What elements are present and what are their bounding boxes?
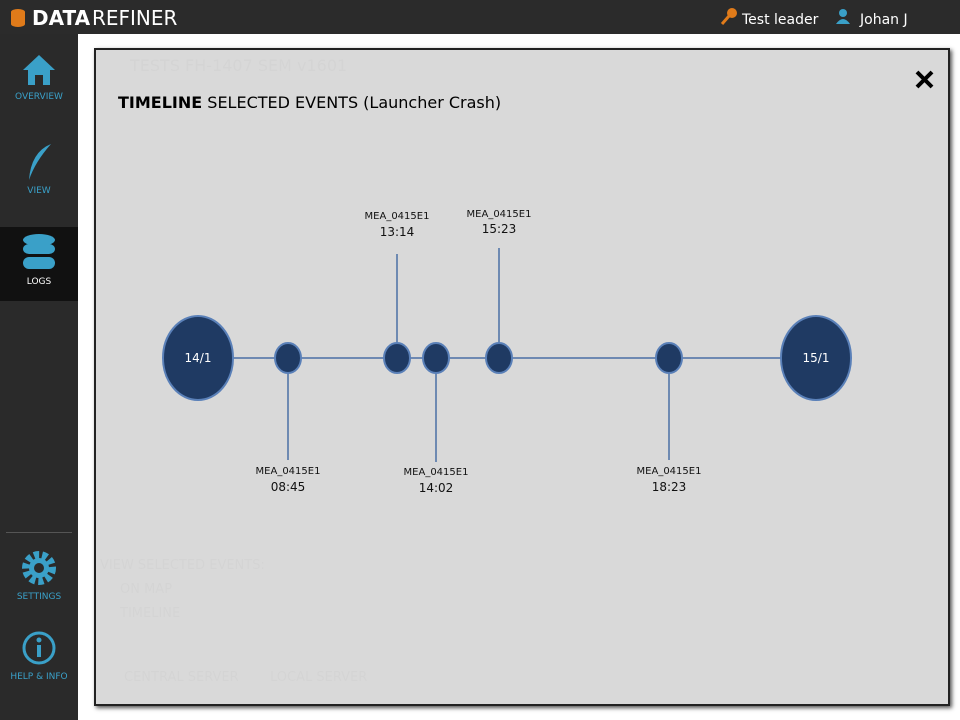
title-rest: SELECTED EVENTS (Launcher Crash)	[207, 93, 501, 112]
user[interactable]: Johan J	[859, 12, 908, 28]
end-label: 15/1	[803, 351, 830, 365]
event-time: 15:23	[482, 222, 517, 236]
event-node[interactable]	[383, 342, 411, 374]
nav-help[interactable]: HELP & INFO	[0, 628, 78, 682]
event-name: MEA_0415E1	[404, 467, 469, 478]
nav-label: HELP & INFO	[10, 672, 68, 682]
nav-overview[interactable]: OVERVIEW	[0, 52, 78, 102]
event-time: 13:14	[380, 225, 415, 239]
timeline: TIMELINE SELECTED EVENTS (Launcher Crash…	[118, 70, 934, 495]
event-time: 18:23	[652, 480, 687, 494]
event-node[interactable]	[655, 342, 683, 374]
nav-logs[interactable]: LOGS	[0, 227, 78, 301]
top-bar: DATA REFINER Test leader Johan J	[0, 0, 960, 34]
event-node[interactable]	[485, 342, 513, 374]
title-bold: TIMELINE	[118, 93, 202, 112]
top-bar-graphics: DATA REFINER Test leader Johan J	[11, 6, 908, 30]
event-time: 08:45	[271, 480, 306, 494]
nav-settings[interactable]: SETTINGS	[0, 548, 78, 602]
event-name: MEA_0415E1	[637, 466, 702, 477]
role[interactable]: Test leader	[741, 12, 819, 28]
event-name: MEA_0415E1	[467, 209, 532, 220]
brand-light: REFINER	[92, 6, 178, 30]
event-node[interactable]	[422, 342, 450, 374]
event-node[interactable]	[274, 342, 302, 374]
start-label: 14/1	[185, 351, 212, 365]
start-node	[162, 315, 234, 401]
end-node	[780, 315, 852, 401]
modal-title: TIMELINE SELECTED EVENTS (Launcher Crash…	[118, 93, 501, 112]
close-button[interactable]	[915, 70, 934, 89]
nav-label: VIEW	[27, 186, 51, 196]
event-name: MEA_0415E1	[365, 211, 430, 222]
event-time: 14:02	[419, 481, 454, 495]
nav-label: OVERVIEW	[15, 92, 63, 102]
nav-view[interactable]: VIEW	[0, 142, 78, 196]
nav-label: SETTINGS	[16, 592, 62, 602]
nav-label: LOGS	[26, 277, 52, 287]
sidebar: OVERVIEW VIEW LOGS SETTINGS HELP & INFO	[0, 34, 78, 720]
modal: TIMELINE SELECTED EVENTS (Launcher Crash…	[94, 48, 950, 706]
brand-bold: DATA	[32, 6, 91, 30]
event-name: MEA_0415E1	[256, 466, 321, 477]
